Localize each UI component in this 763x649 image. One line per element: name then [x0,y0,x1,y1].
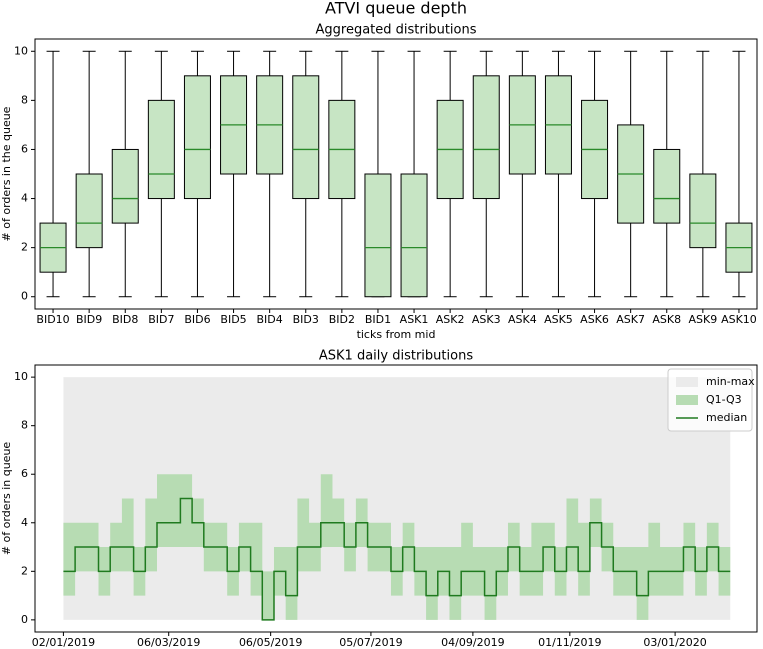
box [292,75,320,200]
x-tick-label: BID2 [329,313,355,326]
plot-frame [34,38,758,310]
x-tick-label: BID9 [76,313,102,326]
y-tick-label: 4 [21,192,28,205]
x-tick-label: 03/01/2020 [643,636,706,649]
box [653,148,681,224]
x-tick-label: BID7 [148,313,174,326]
y-tick-label: 2 [21,241,28,254]
x-tick-label: ASK5 [544,313,573,326]
y-tick-label: 8 [21,419,28,432]
box [147,99,175,200]
chart-title: Aggregated distributions [315,23,476,38]
y-tick-label: 6 [21,467,28,480]
box [689,173,717,249]
x-tick-label: BID3 [293,313,319,326]
median-line [63,497,731,621]
x-tick-label: 04/09/2019 [441,636,504,649]
x-tick-label: BID10 [36,313,69,326]
legend-label: min-max [706,375,755,388]
y-axis-label: # of orders in queue [0,442,13,556]
x-tick-label: BID8 [112,313,138,326]
x-axis-label: ticks from mid [357,328,436,341]
x-tick-label: BID5 [220,313,246,326]
box [472,75,500,200]
x-tick-label: ASK7 [616,313,645,326]
box [364,173,392,298]
y-tick-label: 0 [21,613,28,626]
y-tick-label: 4 [21,516,28,529]
x-tick-label: 06/05/2019 [239,636,302,649]
x-tick-label: ASK4 [508,313,537,326]
x-tick-label: ASK2 [436,313,465,326]
x-tick-label: BID6 [184,313,210,326]
box [183,75,211,200]
plot-frame [34,364,758,633]
x-tick-label: ASK1 [400,313,429,326]
x-tick-label: 01/11/2019 [538,636,601,649]
legend-label: Q1-Q3 [706,393,742,406]
x-tick-label: ASK3 [472,313,501,326]
x-tick-label: BID1 [365,313,391,326]
x-tick-label: BID4 [257,313,283,326]
box [75,173,103,249]
y-tick-label: 8 [21,93,28,106]
x-tick-label: ASK8 [652,313,681,326]
y-axis-label: # of orders in the queue [0,106,13,241]
legend-swatch [676,377,698,387]
legend-swatch [676,395,698,405]
x-tick-label: 05/07/2019 [339,636,402,649]
y-tick-label: 0 [21,290,28,303]
x-tick-label: ASK6 [580,313,609,326]
x-tick-label: ASK9 [688,313,717,326]
chart-title: ASK1 daily distributions [319,349,473,364]
x-tick-label: 06/03/2019 [137,636,200,649]
figure-title: ATVI queue depth [325,0,467,18]
y-tick-label: 10 [14,44,28,57]
legend-label: median [706,411,747,424]
y-tick-label: 6 [21,142,28,155]
x-tick-label: ASK10 [721,313,757,326]
y-tick-label: 10 [14,370,28,383]
y-tick-label: 2 [21,564,28,577]
box [400,173,428,298]
x-tick-label: 02/01/2019 [32,636,95,649]
box [111,148,139,224]
band [63,474,731,620]
